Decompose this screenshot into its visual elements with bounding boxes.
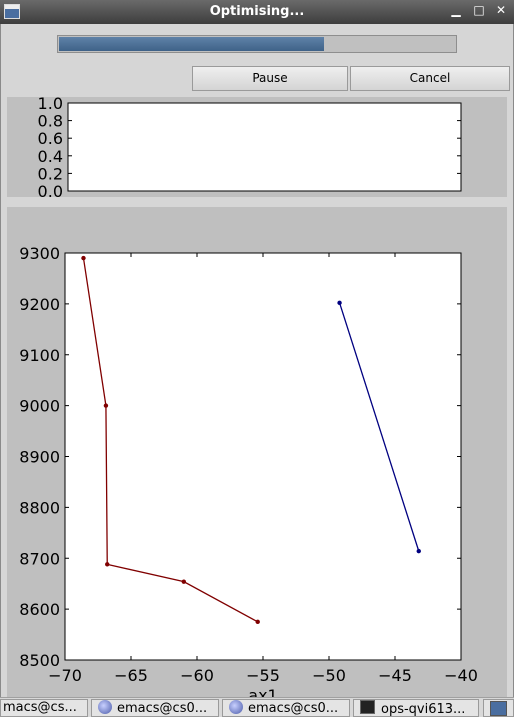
optimisation-progress-bar bbox=[57, 35, 457, 53]
top-plot-canvas: 0.0 0.2 0.4 0.6 0.8 1.0 bbox=[7, 94, 507, 201]
series-point-0 bbox=[103, 403, 109, 408]
taskbar-item-emacs-2[interactable]: emacs@cs0... bbox=[222, 699, 350, 717]
close-icon[interactable]: ✕ bbox=[495, 3, 507, 17]
taskbar-item-label: emacs@cs0... bbox=[248, 701, 339, 716]
y-tick-label: 8600 bbox=[19, 600, 60, 619]
taskbar-item-macs[interactable]: macs@cs... bbox=[0, 699, 88, 717]
top-ytick-label: 0.4 bbox=[38, 147, 63, 166]
x-tick-label: −55 bbox=[246, 666, 280, 685]
series-point-1 bbox=[337, 300, 342, 306]
y-tick-label: 8800 bbox=[19, 498, 60, 517]
taskbar: macs@cs... emacs@cs0... emacs@cs0... ops… bbox=[0, 697, 514, 717]
taskbar-item-label: macs@cs... bbox=[3, 700, 77, 715]
window-app-icon[interactable] bbox=[4, 4, 20, 19]
y-tick-label: 9000 bbox=[19, 397, 60, 416]
pause-button[interactable]: Pause bbox=[192, 66, 348, 91]
x-tick-label: −70 bbox=[48, 666, 82, 685]
top-plot-area bbox=[67, 102, 462, 192]
x-tick-label: −65 bbox=[114, 666, 148, 685]
x-tick-label: −45 bbox=[378, 666, 412, 685]
x-tick-label: −50 bbox=[312, 666, 346, 685]
series-point-0 bbox=[81, 255, 86, 261]
y-tick-label: 9200 bbox=[19, 295, 60, 314]
main-plot-area bbox=[64, 252, 462, 661]
y-tick-label: 8900 bbox=[19, 448, 60, 467]
minimize-icon[interactable]: ▁ bbox=[451, 3, 461, 17]
y-tick-label: 8500 bbox=[19, 651, 60, 670]
emacs-icon bbox=[98, 700, 112, 714]
main-plot-svg: −70 −65 −60 −55 −50 −45 −40 8500 8600 8700 8800 890… bbox=[0, 244, 478, 705]
main-plot-canvas: −70 −65 −60 −55 −50 −45 −40 8500 8600 8700 8800 890… bbox=[0, 207, 507, 705]
y-tick-label: 9100 bbox=[19, 346, 60, 365]
series-point-0 bbox=[181, 579, 186, 584]
emacs-icon bbox=[229, 700, 243, 714]
terminal-icon bbox=[360, 700, 375, 714]
window-titlebar[interactable]: Optimising... ▁ □ ✕ bbox=[0, 0, 514, 24]
taskbar-item-label: emacs@cs0... bbox=[117, 701, 208, 716]
y-tick-label: 9300 bbox=[19, 244, 60, 263]
progress-bar-fill bbox=[59, 37, 324, 51]
cancel-button[interactable]: Cancel bbox=[350, 66, 510, 91]
series-point-0 bbox=[105, 562, 110, 567]
top-ytick-label: 0.2 bbox=[38, 164, 63, 183]
taskbar-item-label: ops-qvi613... bbox=[381, 702, 466, 717]
top-ytick-label: 0.0 bbox=[38, 182, 63, 197]
window-icon bbox=[490, 701, 507, 716]
series-point-0 bbox=[255, 619, 260, 625]
top-plot-svg: 0.00.20.40.60.81.0 bbox=[38, 94, 462, 201]
y-tick-label: 8700 bbox=[19, 549, 60, 568]
y-axis-label: ax2 bbox=[7, 442, 11, 471]
top-ytick-label: 0.8 bbox=[38, 112, 63, 131]
x-tick-label: −40 bbox=[444, 666, 478, 685]
top-ytick-label: 1.0 bbox=[38, 97, 63, 113]
taskbar-item-emacs-1[interactable]: emacs@cs0... bbox=[91, 699, 219, 717]
window-title: Optimising... bbox=[209, 4, 305, 19]
series-point-1 bbox=[416, 548, 421, 554]
top-ytick-label: 0.6 bbox=[38, 129, 63, 148]
taskbar-item-window[interactable] bbox=[483, 699, 514, 717]
maximize-icon[interactable]: □ bbox=[473, 3, 485, 17]
x-tick-label: −60 bbox=[180, 666, 214, 685]
series-line-1 bbox=[338, 302, 420, 552]
x-axis-label: ax1 bbox=[248, 686, 277, 697]
taskbar-item-terminal[interactable]: ops-qvi613... bbox=[353, 699, 479, 717]
